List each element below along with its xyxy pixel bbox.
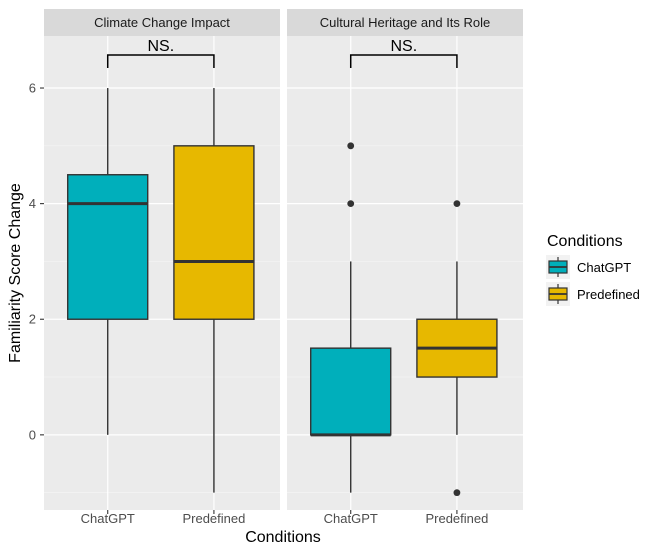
legend: Conditions ChatGPT Predefined (546, 233, 640, 306)
x-tick-label: Predefined (425, 511, 488, 526)
significance-bracket (106, 54, 215, 68)
significance-label: NS. (390, 38, 417, 55)
x-tick-label: ChatGPT (81, 511, 135, 526)
x-axis: ChatGPT Predefined ChatGPT Predefined (81, 510, 488, 526)
panel-2-title: Cultural Heritage and Its Role (320, 15, 491, 30)
box-chatgpt (67, 174, 149, 320)
box-predefined (173, 145, 255, 320)
y-tick-label: 0 (29, 427, 36, 442)
significance-bracket (349, 54, 458, 68)
legend-label: ChatGPT (577, 260, 631, 275)
panel-1-strip (44, 9, 280, 36)
panel-2-plot: NS. (287, 36, 523, 510)
outlier-point (347, 142, 355, 150)
y-axis-label: Familiarity Score Change (7, 183, 24, 363)
legend-label: Predefined (577, 287, 640, 302)
outlier-point (453, 489, 461, 497)
legend-items: ChatGPT Predefined (546, 255, 640, 306)
outlier-point (347, 200, 355, 208)
box-chatgpt (310, 347, 392, 436)
y-tick-label: 2 (29, 312, 36, 327)
x-tick-label: Predefined (182, 511, 245, 526)
panel-1-plot: NS. (44, 36, 280, 510)
panel-2-background (287, 36, 523, 510)
significance-label: NS. (147, 38, 174, 55)
y-axis: 0 2 4 6 (29, 81, 44, 442)
y-tick-label: 4 (29, 196, 36, 211)
y-tick-label: 6 (29, 81, 36, 96)
x-axis-label: Conditions (245, 529, 321, 546)
outlier-point (453, 200, 461, 208)
panel-1-title: Climate Change Impact (94, 15, 230, 30)
panel-2-strip (287, 9, 523, 36)
legend-title: Conditions (547, 233, 623, 250)
x-tick-label: ChatGPT (324, 511, 378, 526)
